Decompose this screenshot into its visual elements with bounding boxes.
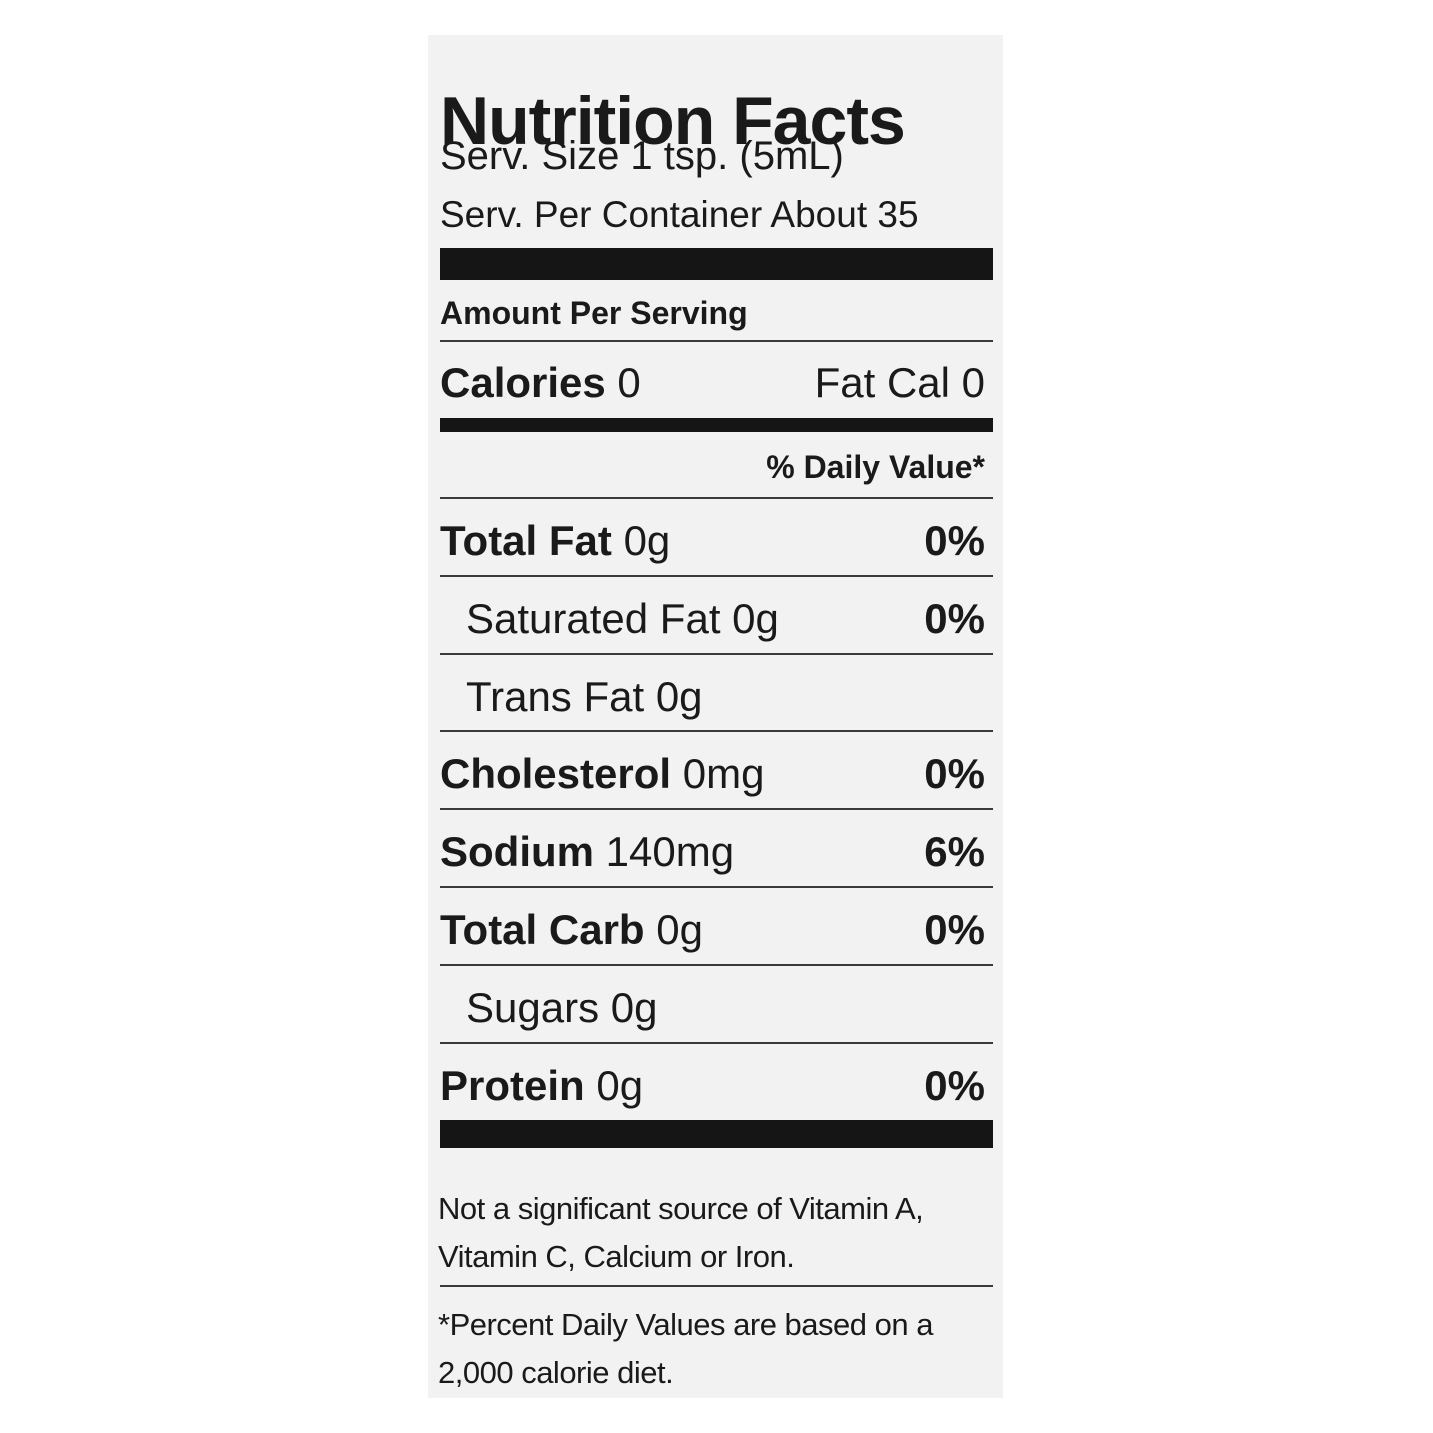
nutrient-name: Sodium xyxy=(440,828,594,876)
nutrient-row: Protein 0g xyxy=(440,1061,644,1109)
nutrient-row: Sugars 0g xyxy=(466,983,658,1031)
nutrient-amount: 0g xyxy=(596,1061,644,1109)
nutrient-row: Sodium 140mg xyxy=(440,831,734,873)
title: Nutrition Facts xyxy=(440,83,906,159)
footnote: Not a significant source of Vitamin A, V… xyxy=(438,1191,924,1274)
daily-value: 0% xyxy=(924,906,985,953)
thick-bar xyxy=(440,248,993,280)
nutrient-name: Cholesterol xyxy=(440,750,672,798)
calories-label: Calories xyxy=(440,359,606,406)
nutrient-name: Trans Fat xyxy=(466,672,645,720)
daily-value-header: % Daily Value* xyxy=(766,449,985,485)
nutrient-amount: 0g xyxy=(732,594,779,642)
nutrition-label: Nutrition Facts Serv. Size 1 tsp. (5mL) … xyxy=(428,35,1003,1398)
thick-bar xyxy=(440,418,993,432)
nutrient-name: Total Fat xyxy=(440,517,612,564)
servings-per-container: Serv. Per Container About 35 xyxy=(440,194,919,235)
rule xyxy=(440,574,993,577)
serving-size: Serv. Size 1 tsp. (5mL) xyxy=(440,134,844,178)
nutrient-name: Total Carb xyxy=(440,906,645,953)
calories-value: 0 xyxy=(617,359,641,406)
nutrient-row: Cholesterol 0mg xyxy=(440,753,764,795)
nutrient-row: Saturated Fat 0g xyxy=(466,594,779,642)
nutrient-amount: 0g xyxy=(610,983,658,1031)
daily-value: 6% xyxy=(924,828,985,876)
thick-bar xyxy=(440,1120,993,1148)
footnote: *Percent Daily Values are based on a 2,0… xyxy=(438,1307,933,1390)
nutrient-name: Sugars xyxy=(466,983,600,1031)
calories-row: Calories 0 xyxy=(440,362,641,404)
rule xyxy=(440,808,993,811)
nutrient-row: Trans Fat 0g xyxy=(466,672,703,720)
daily-value: 0% xyxy=(924,594,985,642)
nutrient-name: Saturated Fat xyxy=(466,594,721,642)
nutrient-amount: 0g xyxy=(655,672,703,720)
rule xyxy=(440,963,993,966)
rule xyxy=(440,497,993,499)
rule xyxy=(440,1041,993,1044)
nutrient-row: Total Carb 0g xyxy=(440,909,703,951)
nutrient-amount: 0g xyxy=(623,517,671,564)
nutrient-amount: 0mg xyxy=(682,750,765,798)
fat-calories: Fat Cal 0 xyxy=(814,359,985,406)
daily-value: 0% xyxy=(924,517,985,564)
daily-value: 0% xyxy=(924,1061,985,1109)
nutrient-row: Total Fat 0g xyxy=(440,520,670,562)
nutrient-name: Protein xyxy=(440,1061,585,1109)
amount-per-serving: Amount Per Serving xyxy=(440,295,748,331)
rule xyxy=(440,886,993,888)
rule xyxy=(440,730,993,733)
rule xyxy=(440,340,993,342)
rule xyxy=(440,652,993,655)
nutrient-amount: 0g xyxy=(656,906,703,953)
nutrient-amount: 140mg xyxy=(605,828,735,876)
rule xyxy=(440,1285,993,1287)
daily-value: 0% xyxy=(924,750,985,798)
